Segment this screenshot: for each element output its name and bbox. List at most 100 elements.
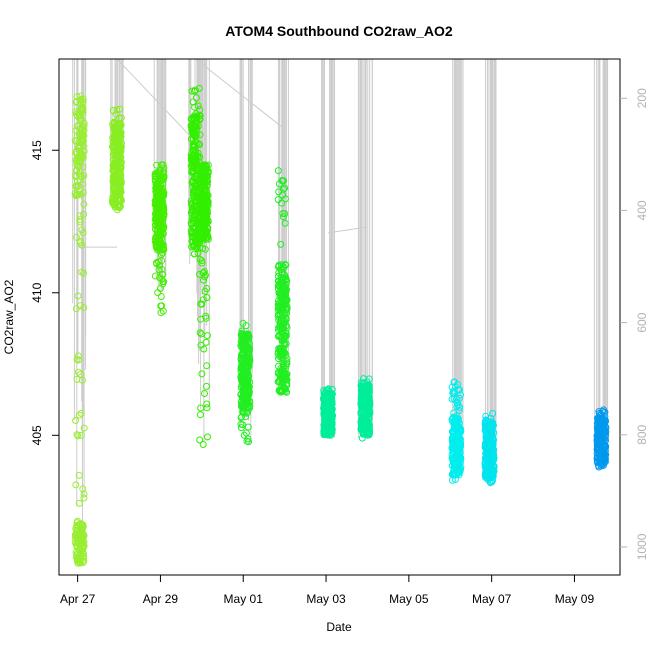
data-point bbox=[244, 370, 251, 378]
data-point bbox=[456, 386, 463, 394]
data-point bbox=[154, 222, 162, 230]
data-point bbox=[76, 212, 84, 220]
data-point bbox=[324, 399, 331, 407]
data-point bbox=[488, 469, 496, 477]
data-point bbox=[487, 449, 494, 457]
data-point bbox=[72, 529, 80, 537]
data-point bbox=[157, 173, 165, 181]
data-point bbox=[323, 421, 331, 429]
data-point bbox=[192, 149, 200, 157]
data-point bbox=[196, 411, 204, 419]
data-point bbox=[194, 102, 202, 110]
data-point bbox=[237, 331, 245, 339]
data-point bbox=[72, 417, 79, 424]
data-point bbox=[202, 338, 210, 346]
data-point bbox=[242, 413, 249, 421]
data-point bbox=[203, 362, 211, 370]
data-point bbox=[80, 200, 88, 208]
data-point bbox=[79, 485, 87, 493]
data-point bbox=[80, 424, 88, 432]
data-point bbox=[323, 410, 331, 418]
data-point bbox=[483, 436, 491, 444]
data-point bbox=[601, 434, 609, 442]
data-point bbox=[278, 311, 286, 319]
data-point bbox=[78, 526, 86, 534]
data-point bbox=[188, 230, 196, 237]
data-point bbox=[282, 299, 290, 307]
data-point bbox=[455, 442, 463, 450]
data-point bbox=[159, 161, 167, 169]
data-point bbox=[197, 184, 205, 192]
data-point bbox=[79, 559, 87, 567]
data-point bbox=[280, 319, 288, 327]
data-point bbox=[75, 471, 83, 479]
data-point bbox=[203, 400, 211, 408]
data-point bbox=[276, 348, 284, 356]
data-point bbox=[483, 463, 491, 471]
data-point bbox=[187, 122, 195, 130]
data-point bbox=[78, 268, 86, 276]
data-point bbox=[276, 331, 284, 339]
data-point bbox=[365, 383, 373, 390]
data-point bbox=[239, 385, 247, 393]
data-point bbox=[363, 418, 371, 426]
right-tick-label: 800 bbox=[635, 424, 649, 444]
data-point bbox=[77, 431, 85, 439]
data-point bbox=[72, 481, 80, 489]
data-point bbox=[198, 165, 206, 173]
y-tick-label: 415 bbox=[30, 140, 44, 160]
data-point bbox=[75, 411, 83, 419]
data-point bbox=[280, 324, 288, 332]
data-point bbox=[240, 398, 248, 406]
data-point bbox=[243, 365, 251, 373]
data-point bbox=[188, 87, 196, 95]
profile-connector bbox=[195, 58, 283, 128]
data-point bbox=[159, 249, 166, 257]
data-point bbox=[278, 199, 286, 207]
data-point bbox=[196, 206, 204, 214]
data-point bbox=[482, 472, 490, 480]
data-point bbox=[448, 434, 456, 442]
data-point bbox=[112, 132, 120, 140]
data-point bbox=[200, 276, 207, 284]
data-point bbox=[77, 551, 84, 559]
profile-connector bbox=[116, 58, 196, 143]
x-tick-label: May 09 bbox=[555, 592, 595, 606]
data-point bbox=[153, 201, 161, 209]
x-tick-label: May 03 bbox=[306, 592, 346, 606]
data-point bbox=[80, 269, 88, 277]
data-point bbox=[75, 499, 83, 507]
data-point bbox=[189, 169, 197, 177]
data-point bbox=[453, 395, 460, 403]
y-axis-label: CO2raw_AO2 bbox=[2, 279, 16, 354]
data-point bbox=[360, 416, 367, 424]
data-point bbox=[73, 177, 81, 185]
data-point bbox=[203, 332, 211, 340]
profile-lines bbox=[72, 58, 609, 552]
data-point bbox=[191, 158, 199, 166]
data-point bbox=[79, 126, 86, 134]
data-point bbox=[75, 191, 83, 199]
data-point bbox=[239, 421, 247, 429]
data-point bbox=[203, 165, 211, 173]
data-point bbox=[593, 432, 601, 440]
data-point bbox=[449, 470, 456, 478]
data-point bbox=[324, 385, 332, 393]
data-point bbox=[595, 463, 603, 471]
data-point bbox=[244, 363, 252, 371]
data-point bbox=[327, 427, 335, 435]
data-point bbox=[275, 362, 282, 370]
data-point bbox=[75, 356, 83, 364]
data-point bbox=[109, 107, 117, 114]
data-point bbox=[196, 112, 204, 120]
data-point bbox=[320, 429, 328, 437]
data-point bbox=[281, 219, 289, 227]
data-point bbox=[593, 457, 601, 465]
data-point bbox=[196, 329, 204, 337]
data-point bbox=[204, 224, 212, 232]
data-point bbox=[75, 154, 83, 162]
data-point bbox=[360, 408, 368, 416]
data-point bbox=[113, 135, 121, 143]
data-point bbox=[358, 414, 366, 422]
